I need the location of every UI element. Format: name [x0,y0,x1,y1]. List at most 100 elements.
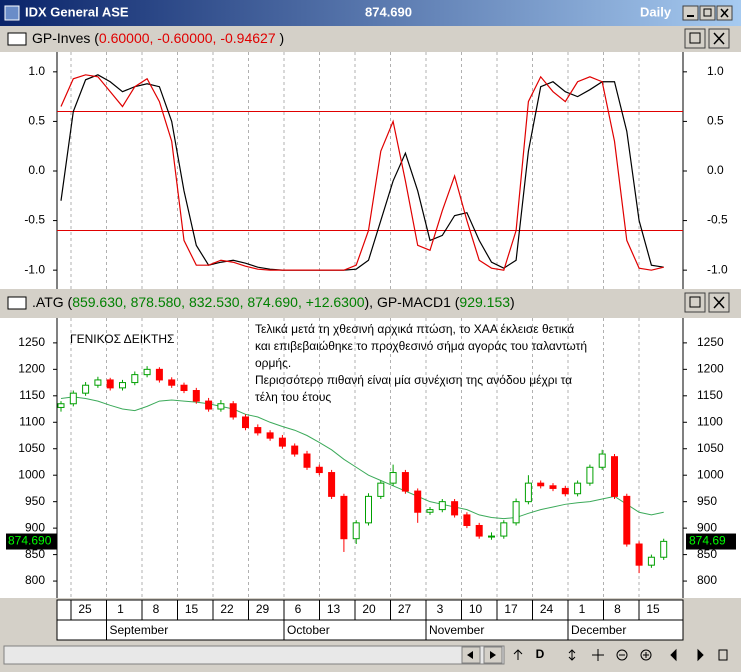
oscillator-header [0,28,741,50]
header-part: GP-Inves ( [32,30,99,46]
day-label: 22 [220,602,234,616]
month-label: October [287,623,330,637]
candle-body [512,501,520,524]
day-label: 17 [504,602,518,616]
header-part: 929.153 [459,294,510,310]
candle-body [254,427,262,434]
candle-body [635,543,643,566]
y-tick-label: 1250 [18,335,45,349]
window-period: Daily [640,4,672,19]
candle-body [537,482,545,487]
toolbar-icons[interactable] [513,648,728,662]
y-tick-label: -0.5 [707,213,728,227]
y-tick-label: 950 [697,494,717,508]
candle-body [549,485,557,489]
y-tick-label: 900 [697,520,717,534]
annotation: τέλη του έτους [255,390,331,404]
y-tick-label: 800 [25,573,45,587]
maximize-button[interactable] [699,5,716,21]
candle-body [352,522,360,540]
header-part: ) [510,294,515,310]
window-price: 874.690 [365,4,412,19]
y-tick-label: 1.0 [28,64,45,78]
day-label: 10 [469,602,483,616]
day-label: 13 [327,602,341,616]
candle-body [82,384,90,394]
y-tick-label: 1000 [697,467,724,481]
day-label: 8 [153,602,160,616]
candle-body [242,416,249,429]
y-tick-label: 1050 [697,441,724,455]
scrollbar[interactable] [3,645,505,665]
y-tick-label: -1.0 [24,262,45,276]
y-tick-label: 1150 [19,388,45,402]
candle-body [451,501,459,516]
price-title: .ATG (859.630, 878.580, 832.530, 874.690… [32,294,515,310]
y-tick-label: 800 [697,573,717,587]
y-tick-label: 850 [697,547,717,561]
annotation: Τελικά μετά τη χθεσινή αρχικά πτώση, το … [255,322,574,336]
y-tick-label: 0.0 [707,163,724,177]
y-tick-label: -1.0 [707,262,728,276]
window-buttons[interactable] [682,5,733,21]
candle-body [328,472,336,497]
candle-body [143,368,151,376]
candle-body [574,482,582,495]
candle-body [475,524,483,537]
annotation: ορμής. [255,356,291,370]
candle-body [463,514,471,526]
candle-body [266,432,274,439]
last-price-tag [6,533,57,550]
candle-body [377,482,385,497]
panel-buttons[interactable] [684,292,730,313]
day-label: 29 [256,602,270,616]
day-label: 25 [78,602,92,616]
candle-body [69,392,77,405]
candle-body [192,390,200,402]
period-button[interactable]: D [536,647,545,661]
y-tick-label: 1100 [19,414,45,428]
candle-body [598,453,606,468]
price-plot [0,318,741,598]
y-tick-label: 1.0 [707,64,724,78]
candle-body [426,509,434,513]
day-label: 15 [646,602,660,616]
minimize-button[interactable] [682,5,699,21]
moving-average [60,396,664,520]
y-tick-label: 1150 [697,388,723,402]
panel-icon [7,32,27,46]
candle-body [205,400,213,410]
candle-body [524,482,532,503]
y-tick-label: 1050 [18,441,45,455]
candle-body [217,403,225,410]
candle-body [438,501,446,511]
header-part: .ATG ( [32,294,73,310]
y-tick-label: 1100 [697,414,723,428]
oscillator-line [60,74,664,271]
charts: 25 1 8 15 22 29 6 13 20 27 3 10 17 24 1 8 15 September Oct… [6,52,736,640]
day-label: 8 [614,602,621,616]
candle-body [401,472,409,492]
y-tick-label: 1200 [18,362,45,376]
chart-label: ΓΕΝΙΚΟΣ ΔΕΙΚΤΗΣ [70,332,174,346]
day-label: 20 [362,602,376,616]
month-label: September [110,623,169,637]
last-price-label: 874.69 [689,534,726,548]
y-tick-label: 0.0 [28,163,45,177]
header-part: ), GP-MACD1 ( [365,294,460,310]
panel-buttons[interactable] [684,28,730,49]
candle-body [106,379,114,389]
day-label: 1 [117,602,124,616]
y-tick-label: 950 [25,494,45,508]
candle-body [365,495,372,524]
maximize-panel[interactable] [684,28,706,49]
header-part: ) [276,30,285,46]
candle-body [488,535,495,538]
window-title: IDX General ASE [25,4,129,19]
y-tick-label: 900 [25,520,45,534]
candle-body [131,374,139,384]
day-label: 6 [295,602,302,616]
maximize-panel[interactable] [684,292,706,313]
panel-icon [7,296,27,310]
